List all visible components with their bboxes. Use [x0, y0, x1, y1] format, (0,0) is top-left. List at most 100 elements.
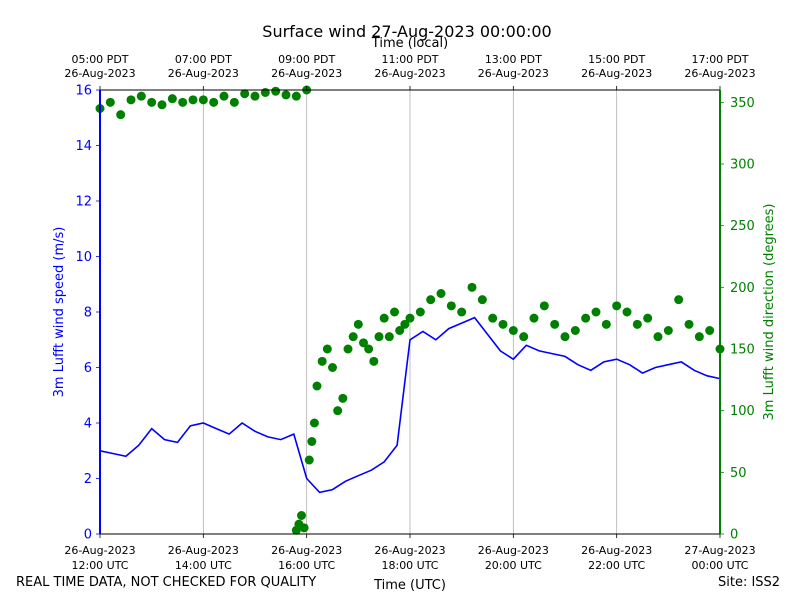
direction-point-36	[353, 319, 363, 329]
y-axis-label-left: 3m Lufft wind speed (m/s)	[52, 227, 67, 398]
direction-point-57	[519, 332, 529, 342]
y-tick-label-left-3: 6	[84, 361, 92, 376]
x-tick-date-5: 26-Aug-2023	[581, 544, 652, 557]
x-tick-date-3: 26-Aug-2023	[374, 544, 445, 557]
direction-point-46	[405, 313, 415, 323]
direction-point-24	[299, 523, 309, 533]
direction-point-9	[188, 95, 198, 105]
top-tick-time-2: 09:00 PDT	[278, 53, 335, 66]
direction-point-58	[529, 313, 539, 323]
direction-point-13	[229, 97, 239, 107]
direction-point-28	[312, 381, 322, 391]
direction-point-69	[643, 313, 653, 323]
x-tick-date-0: 26-Aug-2023	[64, 544, 135, 557]
direction-point-68	[632, 319, 642, 329]
direction-point-45	[400, 319, 410, 329]
direction-series	[95, 85, 725, 535]
x-tick-time-1: 14:00 UTC	[175, 559, 232, 572]
direction-point-48	[426, 295, 436, 305]
direction-point-29	[317, 356, 327, 366]
direction-point-6	[157, 100, 167, 110]
x-axis-label: Time (UTC)	[373, 578, 446, 593]
direction-point-15	[250, 91, 260, 101]
direction-point-12	[219, 91, 229, 101]
direction-point-62	[570, 326, 580, 335]
direction-point-7	[167, 94, 177, 104]
direction-point-31	[328, 363, 337, 372]
direction-point-38	[364, 344, 374, 354]
direction-point-5	[147, 97, 157, 107]
direction-point-41	[379, 313, 389, 323]
y-tick-label-left-7: 14	[75, 139, 92, 154]
direction-point-14	[240, 89, 250, 99]
quality-disclaimer: REAL TIME DATA, NOT CHECKED FOR QUALITY	[16, 575, 317, 590]
y-tick-label-right-1: 50	[730, 466, 747, 481]
y-tick-label-right-3: 150	[730, 343, 755, 358]
direction-point-33	[338, 393, 348, 403]
x-tick-date-2: 26-Aug-2023	[271, 544, 342, 557]
top-tick-date-4: 26-Aug-2023	[478, 67, 549, 80]
grid-lines	[202, 90, 618, 534]
direction-point-16	[260, 87, 270, 97]
top-tick-time-5: 15:00 PDT	[588, 53, 645, 66]
top-tick-time-4: 13:00 PDT	[485, 53, 542, 66]
direction-point-65	[601, 319, 611, 329]
x-tick-date-6: 27-Aug-2023	[684, 544, 755, 557]
direction-point-10	[198, 95, 208, 105]
direction-point-18	[281, 90, 291, 100]
direction-point-49	[436, 289, 446, 298]
x-tick-time-3: 18:00 UTC	[381, 559, 438, 572]
direction-point-32	[333, 406, 343, 416]
speed-series	[99, 316, 721, 494]
direction-point-4	[136, 91, 146, 101]
top-tick-date-3: 26-Aug-2023	[374, 67, 445, 80]
direction-point-23	[297, 511, 306, 520]
site-label: Site: ISS2	[718, 575, 781, 590]
direction-point-60	[550, 319, 560, 329]
y-tick-label-right-7: 350	[730, 96, 755, 111]
y-axis-label-right: 3m Lufft wind direction (degrees)	[762, 204, 777, 421]
x-tick-date-4: 26-Aug-2023	[478, 544, 549, 557]
direction-point-73	[684, 319, 694, 329]
direction-point-74	[694, 332, 704, 342]
direction-point-11	[209, 97, 219, 107]
y-tick-label-right-5: 250	[730, 219, 755, 234]
top-tick-date-1: 26-Aug-2023	[168, 67, 239, 80]
direction-point-17	[271, 86, 281, 96]
direction-point-8	[178, 97, 188, 107]
direction-point-1	[105, 97, 115, 107]
x-tick-time-6: 00:00 UTC	[691, 559, 748, 572]
top-tick-time-3: 11:00 PDT	[381, 53, 438, 66]
x-tick-time-0: 12:00 UTC	[71, 559, 128, 572]
x-tick-time-4: 20:00 UTC	[485, 559, 542, 572]
y-tick-label-right-4: 200	[730, 281, 755, 296]
direction-point-71	[663, 326, 673, 335]
direction-point-40	[374, 332, 384, 342]
direction-point-70	[653, 332, 663, 342]
y-tick-label-left-6: 12	[75, 195, 92, 210]
direction-point-75	[705, 326, 715, 335]
direction-point-53	[477, 295, 487, 305]
y-tick-label-right-0: 0	[730, 528, 738, 543]
top-tick-date-6: 26-Aug-2023	[684, 67, 755, 80]
x-tick-time-2: 16:00 UTC	[278, 559, 335, 572]
direction-point-37	[359, 338, 368, 348]
y-tick-label-left-5: 10	[75, 250, 92, 265]
direction-point-19	[291, 91, 301, 101]
direction-point-25	[304, 455, 314, 465]
direction-point-3	[126, 95, 136, 105]
direction-point-55	[498, 319, 508, 329]
top-tick-time-6: 17:00 PDT	[691, 53, 748, 66]
top-tick-time-0: 05:00 PDT	[71, 53, 128, 66]
direction-point-35	[348, 332, 358, 342]
direction-point-63	[581, 313, 591, 323]
direction-point-43	[390, 307, 399, 317]
direction-point-39	[369, 356, 379, 366]
direction-point-42	[384, 332, 394, 342]
y-tick-label-left-0: 0	[84, 528, 92, 543]
top-tick-time-1: 07:00 PDT	[175, 53, 232, 66]
top-tick-date-2: 26-Aug-2023	[271, 67, 342, 80]
y-tick-label-right-6: 300	[730, 158, 755, 173]
speed-line-path	[99, 316, 721, 494]
